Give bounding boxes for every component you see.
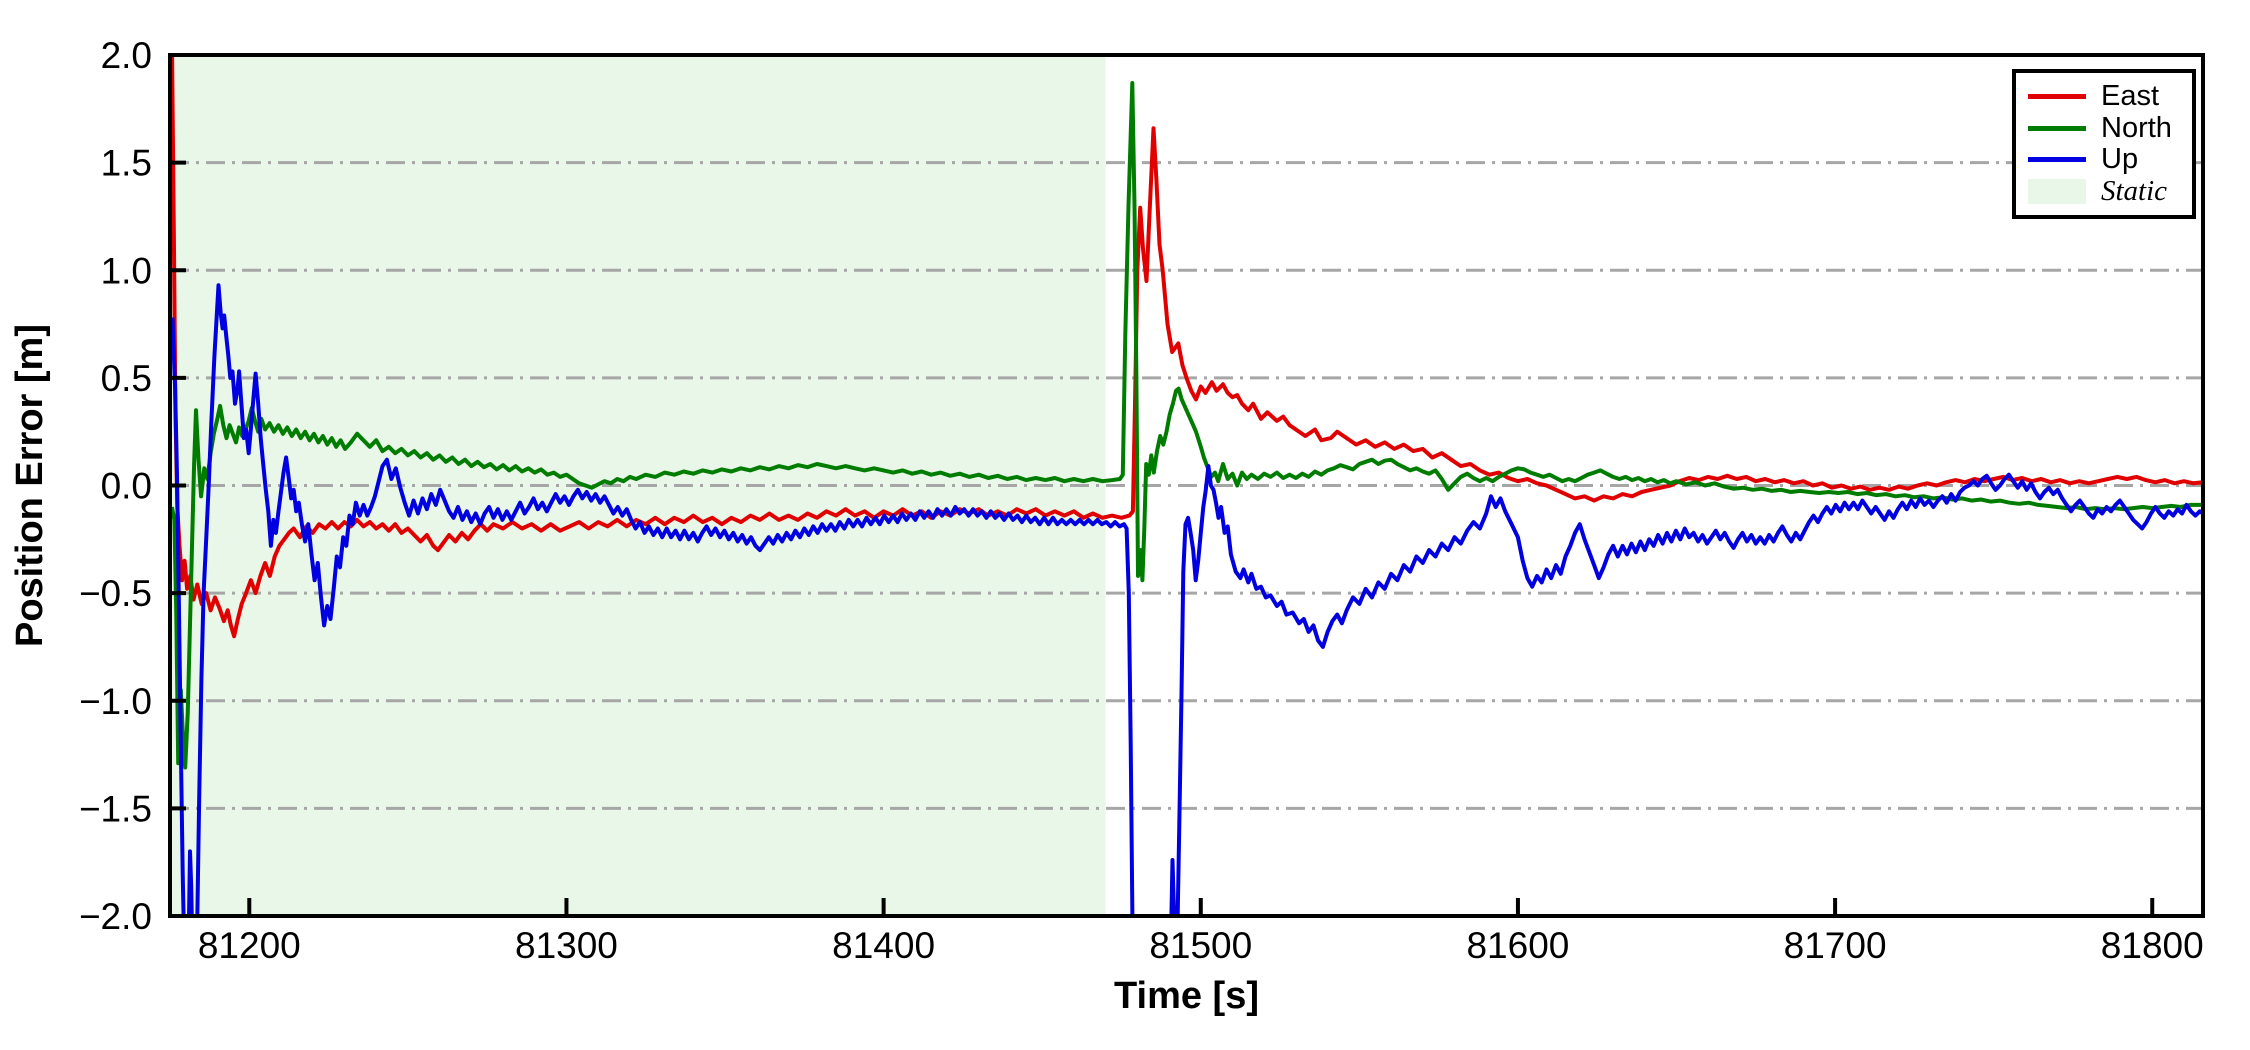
y-tick-label: 2.0 — [101, 35, 152, 76]
series-line-north — [170, 81, 2203, 770]
legend-item-up: Up — [2028, 144, 2182, 175]
x-tick-label: 81400 — [832, 925, 935, 966]
legend-label-static: Static — [2101, 174, 2168, 207]
x-tick-label: 81800 — [2101, 925, 2204, 966]
y-tick-label: −0.5 — [79, 573, 152, 614]
y-tick-label: 0.5 — [101, 358, 152, 399]
series-line-east — [170, 55, 2203, 639]
series-line-up — [170, 283, 2203, 916]
legend-label-north: North — [2101, 111, 2172, 144]
legend-item-static: Static — [2028, 176, 2182, 207]
x-axis-title: Time [s] — [1114, 975, 1259, 1017]
x-tick-label: 81600 — [1466, 925, 1569, 966]
legend-line-swatch-up — [2028, 157, 2086, 163]
legend-item-north: North — [2028, 113, 2182, 144]
x-tick-label: 81500 — [1149, 925, 1252, 966]
legend: East North Up Static — [2012, 69, 2196, 219]
x-tick-label: 81200 — [198, 925, 301, 966]
y-tick-label: 1.0 — [101, 250, 152, 291]
tick-marks — [170, 53, 2155, 918]
y-axis-title: Position Error [m] — [9, 324, 51, 647]
x-tick-label: 81300 — [515, 925, 618, 966]
y-tick-label: −2.0 — [79, 896, 152, 937]
series-lines — [170, 55, 2203, 916]
x-tick-label: 81700 — [1784, 925, 1887, 966]
legend-label-up: Up — [2101, 143, 2139, 176]
legend-item-east: East — [2028, 81, 2182, 112]
y-tick-label: −1.0 — [79, 681, 152, 722]
legend-line-swatch-east — [2028, 94, 2086, 99]
tick-labels: 81200 81300 81400 81500 81600 81700 81800 2.0 1.… — [79, 35, 2204, 966]
y-tick-label: 1.5 — [101, 143, 152, 184]
legend-line-swatch-north — [2028, 125, 2086, 131]
y-tick-label: −1.5 — [79, 788, 152, 829]
legend-label-east: East — [2101, 80, 2160, 112]
y-tick-label: 0.0 — [101, 466, 152, 507]
legend-patch-swatch-static — [2028, 178, 2086, 204]
